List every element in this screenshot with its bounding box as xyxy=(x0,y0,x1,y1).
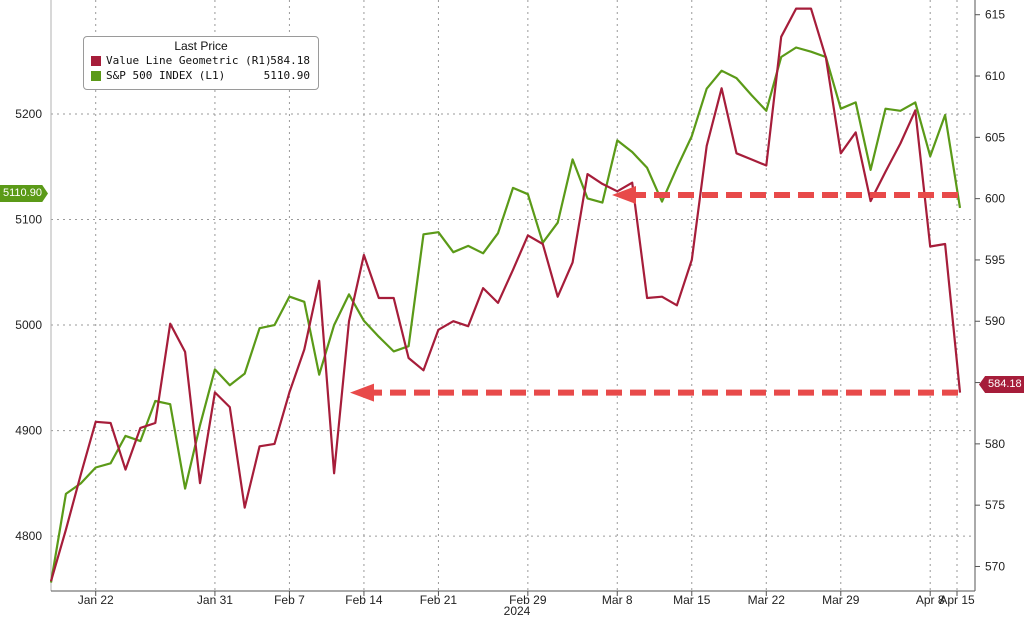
right-tick-label: 610 xyxy=(985,69,1005,83)
gridlines xyxy=(51,0,975,591)
x-tick-label: Apr 15 xyxy=(939,593,975,607)
right-tick-label: 605 xyxy=(985,130,1005,144)
legend-title: Last Price xyxy=(174,39,228,53)
legend-item-value-line: Value Line Geometric (R1) 584.18 xyxy=(84,53,318,68)
left-tick-label: 5000 xyxy=(15,318,42,332)
x-tick-label: Mar 8 xyxy=(602,593,633,607)
left-tick-label: 4800 xyxy=(15,529,42,543)
x-tick-label: Mar 15 xyxy=(673,593,711,607)
legend-swatch-sp500 xyxy=(91,71,101,81)
arrow-upper-head xyxy=(612,185,636,204)
right-tick-label: 580 xyxy=(985,437,1005,451)
left-tick-label: 5100 xyxy=(15,213,42,227)
right-tick-label: 590 xyxy=(985,314,1005,328)
x-tick-label: Feb 7 xyxy=(274,593,305,607)
x-tick-label: Mar 22 xyxy=(748,593,786,607)
legend-label-sp500: S&P 500 INDEX (L1) xyxy=(106,69,226,82)
legend: Last Price Value Line Geometric (R1) 584… xyxy=(83,36,319,90)
annotation-arrows xyxy=(350,185,958,402)
series-lines xyxy=(49,7,962,583)
x-tick-label: Mar 29 xyxy=(822,593,860,607)
legend-value-value-line: 584.18 xyxy=(270,54,310,67)
right-tick-label: 595 xyxy=(985,253,1005,267)
right-tick-label: 600 xyxy=(985,192,1005,206)
x-tick-label: Feb 14 xyxy=(345,593,383,607)
arrow-lower-head xyxy=(350,383,374,402)
right-axis: 570575580585590595600605610615 xyxy=(975,8,1005,573)
series-line-sp500 xyxy=(49,46,962,583)
year-label: 2024 xyxy=(504,604,531,618)
x-axis: Jan 22 Jan 31 Feb 7 Feb 14 Feb 21 Feb 29 Mar 8… xyxy=(78,591,975,607)
x-tick-label: Feb 29 xyxy=(509,593,547,607)
right-tick-label: 570 xyxy=(985,559,1005,573)
legend-item-sp500: S&P 500 INDEX (L1) 5110.90 xyxy=(84,68,318,83)
legend-swatch-value-line xyxy=(91,56,101,66)
right-tick-label: 615 xyxy=(985,8,1005,22)
x-tick-label: Apr 8 xyxy=(916,593,945,607)
legend-value-sp500: 5110.90 xyxy=(263,69,310,82)
last-price-flag-value-line: 584.18 xyxy=(979,376,1024,393)
left-tick-label: 5200 xyxy=(15,107,42,121)
legend-label-value-line: Value Line Geometric (R1) xyxy=(106,54,272,67)
series-line-value-line xyxy=(49,7,962,582)
x-tick-label: Jan 31 xyxy=(197,593,233,607)
x-tick-label: Feb 21 xyxy=(420,593,458,607)
left-tick-label: 4900 xyxy=(15,424,42,438)
right-tick-label: 575 xyxy=(985,498,1005,512)
last-price-flag-sp500: 5110.90 xyxy=(0,185,48,202)
x-tick-label: Jan 22 xyxy=(78,593,114,607)
left-axis: 4800 4900 5000 5100 5200 xyxy=(15,107,42,543)
